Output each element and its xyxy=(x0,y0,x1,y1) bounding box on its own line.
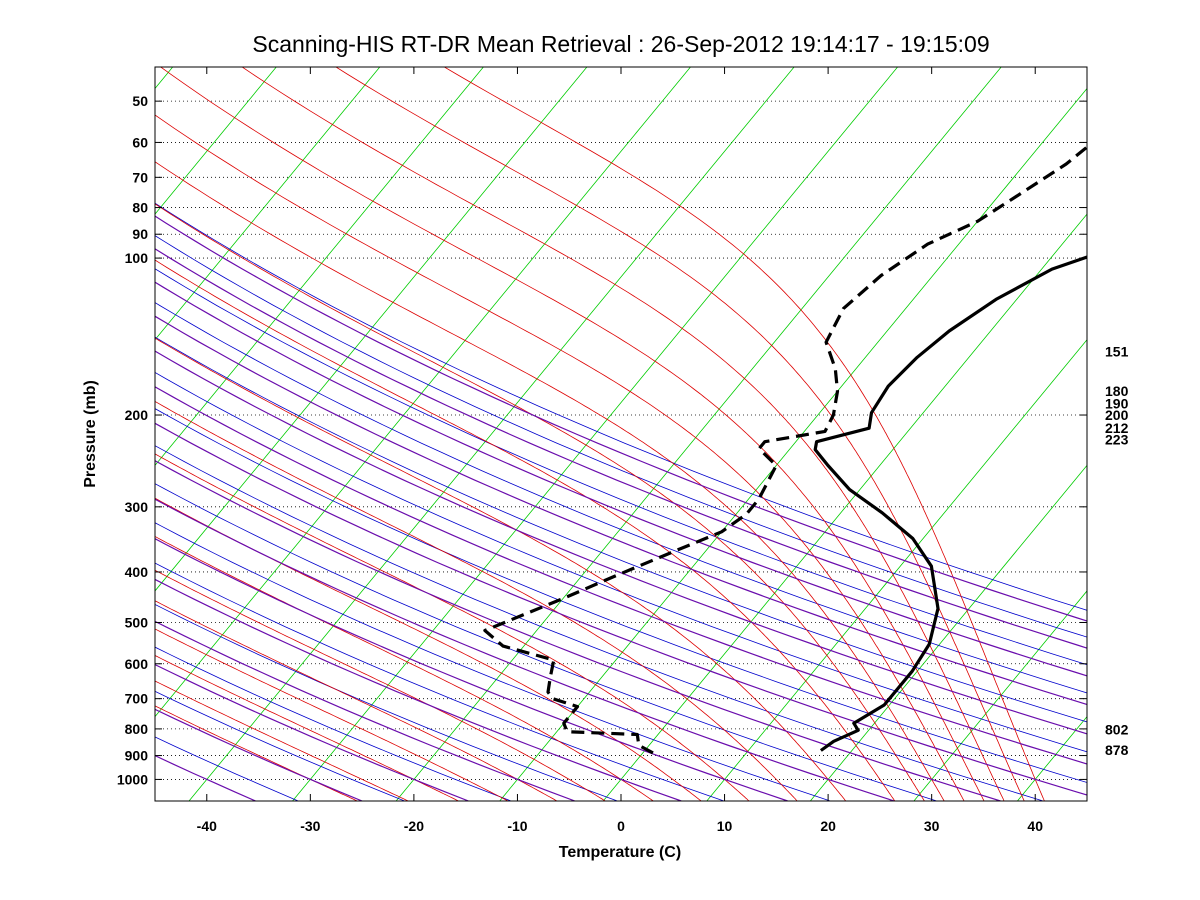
x-tick-label: -20 xyxy=(404,818,424,834)
x-axis-ticks: -40 -30 -20 -10 0 10 20 30 40 xyxy=(197,67,1043,834)
moist-adiabat-line xyxy=(155,161,945,801)
y-tick-label: 900 xyxy=(125,748,149,764)
level-label: 802 xyxy=(1105,721,1129,737)
x-tick-label: 20 xyxy=(820,818,836,834)
dry-adiabat-line xyxy=(155,215,1087,622)
isotherm-line xyxy=(188,67,795,801)
dry-adiabat-line xyxy=(155,281,1087,677)
level-label: 223 xyxy=(1105,432,1129,448)
moist-adiabat-line xyxy=(155,705,358,801)
level-label: 200 xyxy=(1105,407,1129,423)
x-tick-label: 30 xyxy=(924,818,940,834)
y-tick-label: 400 xyxy=(125,564,149,580)
isotherm-line xyxy=(155,67,691,718)
moist-adiabat-line xyxy=(155,259,896,801)
dry-adiabat-line xyxy=(155,578,682,801)
isotherm-line xyxy=(155,67,484,467)
moist-adiabat-line xyxy=(155,628,509,801)
level-label: 190 xyxy=(1105,395,1129,411)
moist-adiabat-line xyxy=(241,67,1005,801)
y-tick-label: 200 xyxy=(125,407,149,423)
y-axis-label: Pressure (mb) xyxy=(82,380,99,488)
isotherm-line xyxy=(706,339,1087,801)
isopleth-line xyxy=(155,562,725,801)
moist-adiabat-line xyxy=(443,67,1045,801)
dry-adiabat-line xyxy=(155,460,1001,801)
dry-adiabat-line xyxy=(155,422,1087,796)
x-tick-label: -40 xyxy=(197,818,217,834)
y-tick-label: 90 xyxy=(132,226,148,242)
moist-adiabat-line xyxy=(155,114,965,801)
sounding-profiles xyxy=(483,145,1087,755)
dry-adiabat-line xyxy=(155,663,469,801)
plot-area xyxy=(155,67,1087,801)
dry-adiabat-lines xyxy=(155,215,1087,801)
y-tick-label: 80 xyxy=(132,200,148,216)
y-tick-label: 50 xyxy=(132,93,148,109)
y-tick-label: 1000 xyxy=(117,771,148,787)
level-label: 212 xyxy=(1105,420,1129,436)
isotherm-line xyxy=(395,67,1002,801)
moist-adiabat-line xyxy=(155,453,750,801)
dry-adiabat-line xyxy=(155,498,895,801)
isotherm-lines xyxy=(155,67,1087,801)
y-axis-ticks: 50 60 70 80 90 100 200 300 400 500 600 700 800 900 100… xyxy=(117,93,1087,787)
moist-adiabat-line xyxy=(155,400,798,801)
chart-title: Scanning-HIS RT-DR Mean Retrieval : 26-S… xyxy=(252,31,989,57)
x-tick-label: 40 xyxy=(1027,818,1043,834)
isotherm-line xyxy=(809,464,1087,801)
moist-adiabat-line xyxy=(155,600,558,801)
y-tick-label: 100 xyxy=(125,250,149,266)
isotherm-line xyxy=(155,67,588,592)
moist-adiabat-line xyxy=(155,535,654,801)
isotherm-line xyxy=(292,67,898,801)
moist-adiabat-line xyxy=(160,67,985,801)
x-axis-label: Temperature (C) xyxy=(559,844,681,861)
isopleth-line xyxy=(155,336,1087,723)
isopleth-line xyxy=(155,268,1087,666)
moist-adiabat-line xyxy=(155,680,409,801)
dry-adiabat-line xyxy=(155,386,1087,765)
moist-adiabat-line xyxy=(155,569,606,801)
isopleth-line xyxy=(155,408,1087,783)
x-tick-label: 10 xyxy=(717,818,733,834)
isopleth-line xyxy=(155,603,618,801)
isotherm-line xyxy=(155,67,381,341)
isopleth-line xyxy=(155,235,1087,638)
moist-adiabat-line xyxy=(155,203,925,801)
temperature-profile-line xyxy=(813,255,1087,752)
isopleth-line xyxy=(155,302,1087,694)
level-label: 878 xyxy=(1105,742,1129,758)
isotherm-line xyxy=(913,590,1087,801)
isopleth-line xyxy=(155,371,1087,753)
y-tick-label: 500 xyxy=(125,614,149,630)
isotherm-line xyxy=(602,213,1087,801)
dry-adiabat-line xyxy=(155,620,576,801)
dry-adiabat-line xyxy=(155,315,1087,706)
y-tick-label: 600 xyxy=(125,656,149,672)
y-tick-label: 800 xyxy=(125,721,149,737)
x-tick-label: -30 xyxy=(300,818,320,834)
isopleth-line xyxy=(155,202,1087,611)
isopleth-line xyxy=(155,445,1044,801)
isopleth-line xyxy=(155,522,831,801)
dry-adiabat-line xyxy=(155,248,1087,649)
moist-adiabat-line xyxy=(155,655,459,801)
dry-adiabat-line xyxy=(155,538,788,801)
y-tick-label: 70 xyxy=(132,169,148,185)
dry-adiabat-line xyxy=(155,350,1087,735)
y-tick-label: 700 xyxy=(125,691,149,707)
level-label: 151 xyxy=(1105,343,1129,359)
isopleth-line xyxy=(155,646,512,801)
x-tick-label: 0 xyxy=(617,818,625,834)
level-label: 180 xyxy=(1105,383,1129,399)
x-tick-label: -10 xyxy=(507,818,527,834)
isotherm-line xyxy=(155,67,277,215)
y-tick-label: 300 xyxy=(125,499,149,515)
y-tick-label: 60 xyxy=(132,134,148,150)
dewpoint-profile-line xyxy=(483,145,1087,755)
